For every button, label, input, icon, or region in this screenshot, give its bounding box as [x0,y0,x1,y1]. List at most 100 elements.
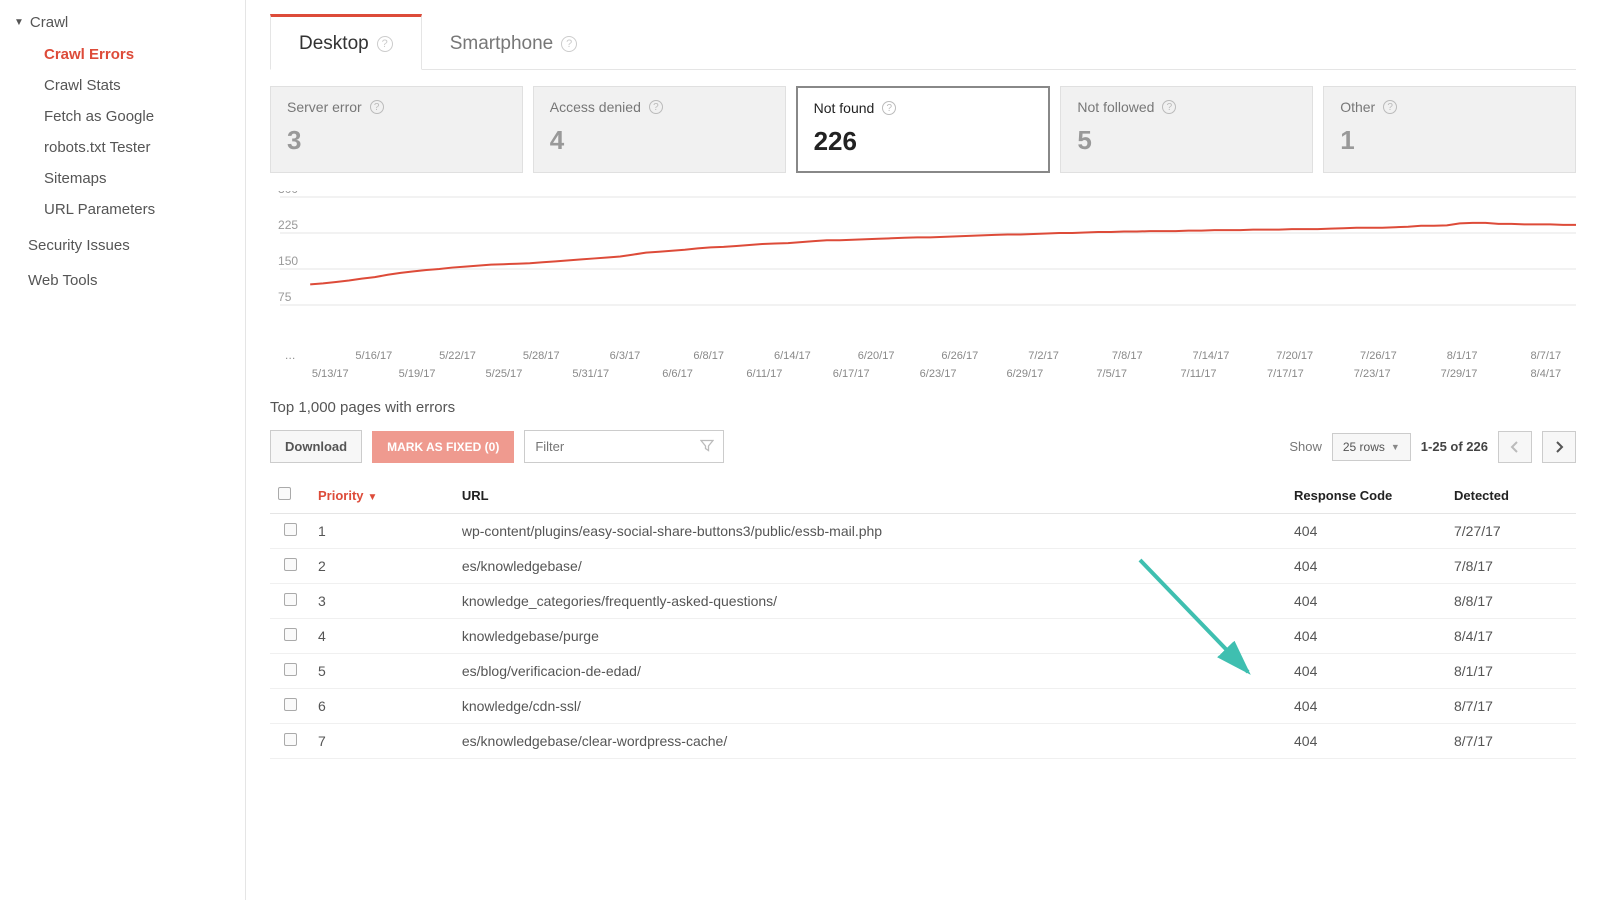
svg-text:8/4/17: 8/4/17 [1531,368,1562,380]
table-row[interactable]: 7 es/knowledgebase/clear-wordpress-cache… [270,724,1576,759]
next-page-button[interactable] [1542,431,1576,463]
svg-text:7/11/17: 7/11/17 [1181,368,1217,380]
svg-text:225: 225 [278,218,298,232]
row-checkbox[interactable] [284,558,297,571]
svg-text:7/2/17: 7/2/17 [1028,350,1059,362]
sidebar-item[interactable]: Fetch as Google [10,101,245,132]
row-checkbox[interactable] [284,733,297,746]
header-priority[interactable]: Priority▼ [310,477,454,514]
stat-cards: Server error?3Access denied?4Not found?2… [270,86,1576,173]
mark-as-fixed-button[interactable]: MARK AS FIXED (0) [372,431,514,463]
help-icon: ? [1162,100,1176,114]
svg-text:6/8/17: 6/8/17 [693,350,724,362]
cell-priority: 2 [310,549,454,584]
cell-detected: 8/1/17 [1446,654,1576,689]
toolbar: Download MARK AS FIXED (0) Show 25 rows … [270,430,1576,463]
help-icon: ? [1383,100,1397,114]
row-checkbox[interactable] [284,698,297,711]
page-range: 1-25 of 226 [1421,439,1488,454]
sidebar-group-crawl[interactable]: ▼ Crawl [10,10,245,39]
sidebar-item[interactable]: robots.txt Tester [10,132,245,163]
table-row[interactable]: 2 es/knowledgebase/ 404 7/8/17 [270,549,1576,584]
show-label: Show [1289,439,1322,454]
cell-response: 404 [1286,584,1446,619]
cell-url: knowledge_categories/frequently-asked-qu… [454,584,1286,619]
svg-text:7/14/17: 7/14/17 [1193,350,1230,362]
svg-text:7/8/17: 7/8/17 [1112,350,1143,362]
stat-card[interactable]: Not followed?5 [1060,86,1313,173]
cell-url: es/knowledgebase/clear-wordpress-cache/ [454,724,1286,759]
cell-detected: 8/4/17 [1446,619,1576,654]
table-row[interactable]: 5 es/blog/verificacion-de-edad/ 404 8/1/… [270,654,1576,689]
stat-card[interactable]: Server error?3 [270,86,523,173]
chevron-down-icon: ▼ [14,17,24,28]
section-title: Top 1,000 pages with errors [270,399,1576,416]
sidebar-item[interactable]: Crawl Errors [10,39,245,70]
table-row[interactable]: 3 knowledge_categories/frequently-asked-… [270,584,1576,619]
svg-text:7/5/17: 7/5/17 [1096,368,1127,380]
cell-priority: 3 [310,584,454,619]
svg-text:7/26/17: 7/26/17 [1360,350,1397,362]
row-checkbox[interactable] [284,628,297,641]
cell-detected: 8/7/17 [1446,724,1576,759]
row-checkbox[interactable] [284,523,297,536]
tab-desktop[interactable]: Desktop? [270,14,422,70]
filter-input[interactable] [524,430,724,463]
sidebar-group-label: Crawl [30,14,68,31]
svg-text:6/23/17: 6/23/17 [920,368,957,380]
stat-card[interactable]: Not found?226 [796,86,1051,173]
cell-response: 404 [1286,654,1446,689]
table-row[interactable]: 6 knowledge/cdn-ssl/ 404 8/7/17 [270,689,1576,724]
sidebar-item[interactable]: URL Parameters [10,194,245,225]
tab-smartphone[interactable]: Smartphone? [422,17,606,69]
svg-text:6/6/17: 6/6/17 [662,368,693,380]
row-checkbox[interactable] [284,593,297,606]
sort-caret-icon: ▼ [368,492,378,503]
svg-text:5/25/17: 5/25/17 [486,368,523,380]
cell-url: wp-content/plugins/easy-social-share-but… [454,514,1286,549]
help-icon: ? [370,100,384,114]
cell-detected: 7/8/17 [1446,549,1576,584]
download-button[interactable]: Download [270,430,362,463]
cell-response: 404 [1286,549,1446,584]
svg-text:5/31/17: 5/31/17 [572,368,609,380]
header-detected[interactable]: Detected [1446,477,1576,514]
header-checkbox-col [270,477,310,514]
tabs-row: Desktop?Smartphone? [270,14,1576,70]
select-all-checkbox[interactable] [278,487,291,500]
svg-text:6/14/17: 6/14/17 [774,350,811,362]
header-response[interactable]: Response Code [1286,477,1446,514]
cell-priority: 6 [310,689,454,724]
svg-text:5/28/17: 5/28/17 [523,350,560,362]
sidebar-item[interactable]: Crawl Stats [10,70,245,101]
cell-priority: 7 [310,724,454,759]
svg-text:300: 300 [278,191,298,196]
cell-response: 404 [1286,514,1446,549]
cell-priority: 4 [310,619,454,654]
svg-text:6/3/17: 6/3/17 [610,350,641,362]
svg-text:7/23/17: 7/23/17 [1354,368,1391,380]
svg-text:7/20/17: 7/20/17 [1276,350,1313,362]
cell-response: 404 [1286,724,1446,759]
rows-per-page-select[interactable]: 25 rows ▼ [1332,433,1411,461]
help-icon: ? [882,101,896,115]
sidebar-heading[interactable]: Web Tools [10,260,245,295]
cell-url: knowledge/cdn-ssl/ [454,689,1286,724]
table-row[interactable]: 1 wp-content/plugins/easy-social-share-b… [270,514,1576,549]
sidebar-heading[interactable]: Security Issues [10,225,245,260]
row-checkbox[interactable] [284,663,297,676]
svg-text:6/26/17: 6/26/17 [941,350,978,362]
help-icon: ? [377,36,393,52]
svg-text:8/1/17: 8/1/17 [1447,350,1478,362]
svg-text:5/13/17: 5/13/17 [312,368,349,380]
svg-text:5/22/17: 5/22/17 [439,350,476,362]
stat-card[interactable]: Access denied?4 [533,86,786,173]
sidebar-item[interactable]: Sitemaps [10,163,245,194]
svg-text:6/20/17: 6/20/17 [858,350,895,362]
table-row[interactable]: 4 knowledgebase/purge 404 8/4/17 [270,619,1576,654]
header-url[interactable]: URL [454,477,1286,514]
stat-card[interactable]: Other?1 [1323,86,1576,173]
prev-page-button[interactable] [1498,431,1532,463]
svg-text:150: 150 [278,254,298,268]
main-content: Desktop?Smartphone? Server error?3Access… [246,0,1600,900]
